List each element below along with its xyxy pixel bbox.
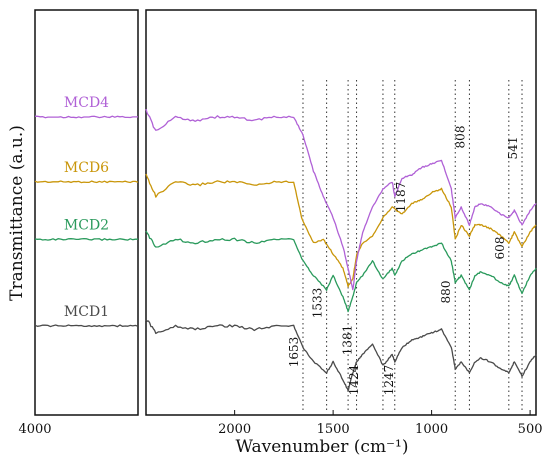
peak-labels: 1653 1533 1424 1381 1247 1187 880 808 608 541: [287, 126, 520, 396]
peak-label-608: 608: [493, 237, 507, 260]
peak-label-1381: 1381: [341, 325, 355, 356]
series-label-mcd6: MCD6: [64, 160, 109, 176]
series-line-mcd2-left: [34, 237, 138, 241]
series-line-mcd6-left: [34, 180, 139, 184]
peak-label-541: 541: [506, 137, 520, 160]
series-labels: MCD6 MCD4 MCD2 MCD1: [64, 95, 109, 320]
axis-ticks: 4000 2000 1500 1000 500: [18, 410, 543, 437]
x-tick-label: 1500: [317, 422, 350, 437]
peak-label-1653: 1653: [287, 337, 301, 368]
x-axis-label: Wavenumber (cm⁻¹): [236, 437, 409, 457]
panel-frames: [34, 9, 537, 416]
series-label-mcd2: MCD2: [64, 217, 109, 233]
peak-label-1424: 1424: [347, 364, 361, 395]
series-line-mcd6: [145, 173, 537, 288]
x-tick-label: 1000: [415, 422, 448, 437]
peak-label-1187: 1187: [394, 182, 408, 213]
series-label-mcd1: MCD1: [64, 304, 109, 320]
x-tick-label: 2000: [218, 422, 251, 437]
peak-label-808: 808: [453, 126, 467, 149]
y-axis-label: Transmittance (a.u.): [7, 125, 27, 301]
series-label-mcd4: MCD4: [64, 95, 109, 111]
right-panel-frame: [145, 9, 537, 416]
spectra-series: [34, 108, 537, 392]
x-tick-label: 500: [518, 422, 543, 437]
peak-label-1247: 1247: [382, 365, 396, 396]
left-panel-frame: [34, 9, 139, 416]
x-tick-label: 4000: [18, 422, 51, 437]
series-line-mcd1-left: [34, 324, 139, 328]
series-line-mcd4-left: [34, 115, 138, 119]
peak-guide-lines: [302, 80, 523, 410]
peak-label-880: 880: [439, 281, 453, 304]
series-line-mcd4: [145, 108, 537, 291]
peak-label-1533: 1533: [311, 288, 325, 319]
series-line-mcd2: [145, 230, 537, 313]
series-line-mcd1: [145, 319, 537, 392]
